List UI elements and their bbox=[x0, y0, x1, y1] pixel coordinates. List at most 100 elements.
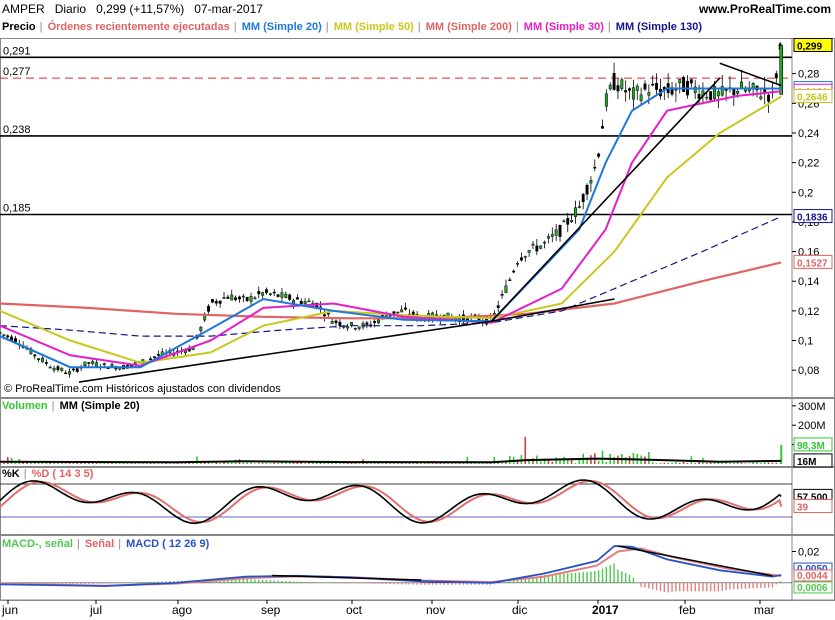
volume-bar bbox=[377, 463, 380, 464]
macd-hist-bar bbox=[435, 582, 438, 585]
candle-body bbox=[639, 94, 643, 101]
volume-bar bbox=[269, 463, 272, 464]
macd-hist-bar bbox=[621, 571, 623, 583]
macd-hist-bar bbox=[223, 579, 225, 583]
macd-hist-bar bbox=[316, 582, 318, 583]
volume-bar bbox=[122, 462, 125, 464]
macd-line bbox=[0, 545, 782, 587]
macd-hist-bar bbox=[752, 582, 754, 589]
volume-bar bbox=[744, 463, 747, 464]
volume-bar bbox=[725, 462, 727, 464]
price-tick-label: 0,12 bbox=[798, 306, 819, 318]
macd-hist-bar bbox=[292, 581, 295, 583]
macd-hist-bar bbox=[111, 582, 113, 584]
vol-tag-1: 16M bbox=[793, 453, 833, 468]
volume-bar bbox=[771, 462, 774, 464]
macd-hist-bar bbox=[756, 582, 758, 589]
legend-k[interactable]: %K bbox=[2, 468, 20, 480]
legend-mm20[interactable]: MM (Simple 20) bbox=[241, 21, 322, 33]
candle-body bbox=[593, 166, 597, 169]
legend-mm30[interactable]: MM (Simple 30) bbox=[523, 21, 604, 33]
volume-bar bbox=[281, 462, 283, 464]
candle-body bbox=[230, 294, 234, 301]
legend-mm50[interactable]: MM (Simple 50) bbox=[333, 21, 414, 33]
volume-bar bbox=[659, 463, 662, 464]
candle-body bbox=[0, 332, 2, 334]
volume-bar bbox=[319, 462, 322, 464]
volume-bar bbox=[412, 462, 415, 464]
volume-bar bbox=[173, 463, 175, 464]
macd-hist-bar bbox=[709, 582, 712, 592]
macd-hist-bar bbox=[536, 576, 538, 583]
macd-hist-bar bbox=[694, 582, 696, 592]
macd-hist-bar bbox=[675, 582, 677, 592]
volume-bar bbox=[14, 462, 17, 464]
macd-hist-bar bbox=[72, 582, 75, 585]
volume-bar bbox=[597, 460, 600, 464]
volume-bar bbox=[651, 462, 654, 464]
candle-body bbox=[272, 291, 276, 294]
volume-bar bbox=[45, 462, 48, 464]
volume-bar bbox=[721, 463, 724, 464]
volume-bar bbox=[555, 457, 557, 464]
candle-body bbox=[566, 218, 570, 225]
candle-body bbox=[75, 368, 79, 372]
legend-volume-mm[interactable]: MM (Simple 20) bbox=[59, 400, 140, 412]
volume-bar bbox=[694, 462, 696, 464]
macd-hist-bar bbox=[597, 570, 600, 583]
stoch-legend: %K | %D ( 14 3 5) bbox=[2, 468, 96, 480]
macd-hist-bar bbox=[304, 581, 306, 583]
volume-bar bbox=[570, 459, 573, 464]
site-link[interactable]: www.ProRealTime.com bbox=[698, 2, 831, 16]
volume-bar bbox=[729, 463, 731, 464]
macd-hist-bar bbox=[234, 579, 237, 583]
trendline-2 bbox=[490, 77, 721, 322]
volume-bar bbox=[342, 463, 345, 464]
volume-bar bbox=[53, 462, 55, 464]
macd-hist-bar bbox=[103, 582, 105, 584]
candle-body bbox=[64, 372, 68, 375]
macd-hist-bar bbox=[489, 582, 492, 585]
macd-hist-bar bbox=[258, 579, 260, 583]
macd-hist-bar bbox=[601, 568, 604, 583]
volume-bar bbox=[308, 462, 310, 464]
macd-hist-bar bbox=[76, 582, 78, 584]
legend-orders[interactable]: Órdenes recientemente ejecutadas bbox=[47, 21, 230, 33]
macd-hist-bar bbox=[424, 582, 426, 585]
volume-bar bbox=[323, 463, 326, 464]
vol-tag-box bbox=[793, 453, 833, 468]
candle-body bbox=[265, 289, 268, 293]
macd-hist-bar bbox=[466, 582, 469, 585]
legend-volume[interactable]: Volumen bbox=[2, 400, 48, 412]
volume-bar bbox=[420, 462, 422, 464]
stoch-tag-1: 39 bbox=[793, 499, 833, 514]
legend-macd-hist[interactable]: MACD-, señal bbox=[2, 538, 73, 550]
candle-body bbox=[338, 321, 342, 326]
x-tick-label: ago bbox=[172, 603, 192, 617]
macd-hist-bar bbox=[767, 582, 770, 588]
macd-hist-bar bbox=[582, 572, 584, 583]
candle-body bbox=[37, 358, 41, 360]
volume-bar bbox=[161, 463, 164, 464]
volume-bar bbox=[717, 462, 720, 464]
legend-price[interactable]: Precio bbox=[2, 21, 36, 33]
vol-tick-label: 200M bbox=[798, 420, 826, 432]
legend-mm200[interactable]: MM (Simple 200) bbox=[425, 21, 512, 33]
macd-hist-bar bbox=[250, 579, 252, 583]
legend-d[interactable]: %D ( 14 3 5) bbox=[31, 468, 94, 480]
macd-hist-bar bbox=[408, 582, 411, 585]
candle-body bbox=[577, 206, 581, 208]
macd-hist-bar bbox=[520, 579, 523, 583]
mm200-line bbox=[0, 261, 782, 320]
macd-hist-bar bbox=[370, 582, 372, 584]
legend-signal[interactable]: Señal bbox=[84, 538, 115, 550]
volume-bar bbox=[223, 462, 225, 464]
macd-hist-bar bbox=[412, 582, 414, 585]
candle-body bbox=[95, 362, 99, 367]
legend-macd[interactable]: MACD ( 12 26 9) bbox=[126, 538, 210, 550]
candle-body bbox=[720, 86, 724, 96]
volume-bar bbox=[466, 456, 469, 464]
legend-mm130[interactable]: MM (Simple 130) bbox=[615, 21, 702, 33]
macd-hist-bar bbox=[736, 582, 739, 589]
